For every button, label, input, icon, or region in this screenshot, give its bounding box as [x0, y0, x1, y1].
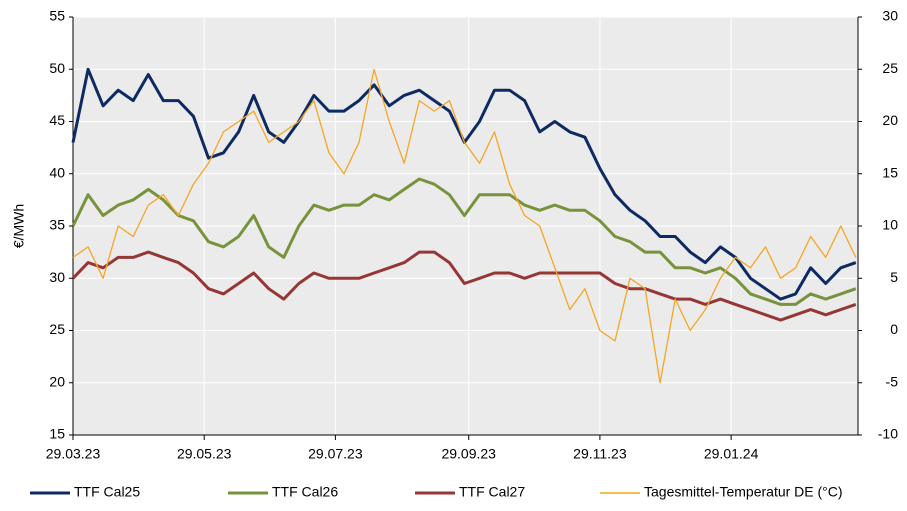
y-tick-label: 35 — [49, 217, 65, 233]
y2-tick-label: -10 — [878, 426, 898, 442]
y2-tick-label: -5 — [886, 373, 899, 389]
x-tick-label: 29.03.23 — [46, 446, 101, 462]
legend-label: TTF Cal27 — [459, 484, 525, 500]
y-tick-label: 40 — [49, 164, 65, 180]
y2-tick-label: 5 — [890, 269, 898, 285]
legend-label: TTF Cal25 — [74, 484, 140, 500]
y-tick-label: 30 — [49, 269, 65, 285]
legend-label: Tagesmittel-Temperatur DE (°C) — [644, 484, 843, 500]
legend-label: TTF Cal26 — [272, 484, 338, 500]
y-axis-label: €/MWh — [11, 204, 27, 248]
x-tick-label: 29.05.23 — [177, 446, 232, 462]
y-tick-label: 15 — [49, 426, 65, 442]
y2-tick-label: 0 — [890, 321, 898, 337]
y-tick-label: 55 — [49, 8, 65, 24]
y2-tick-label: 30 — [882, 8, 898, 24]
y-tick-label: 20 — [49, 373, 65, 389]
series-line — [71, 250, 857, 322]
y2-tick-label: 15 — [882, 164, 898, 180]
y2-tick-label: 20 — [882, 112, 898, 128]
x-tick-label: 29.07.23 — [308, 446, 363, 462]
y-tick-label: 50 — [49, 60, 65, 76]
y2-tick-label: 25 — [882, 60, 898, 76]
x-tick-label: 29.01.24 — [704, 446, 759, 462]
y-tick-label: 45 — [49, 112, 65, 128]
series-line — [72, 68, 857, 384]
y2-tick-label: 10 — [882, 217, 898, 233]
x-tick-label: 29.11.23 — [573, 446, 627, 462]
x-tick-label: 29.09.23 — [441, 446, 496, 462]
y-tick-label: 25 — [49, 321, 65, 337]
